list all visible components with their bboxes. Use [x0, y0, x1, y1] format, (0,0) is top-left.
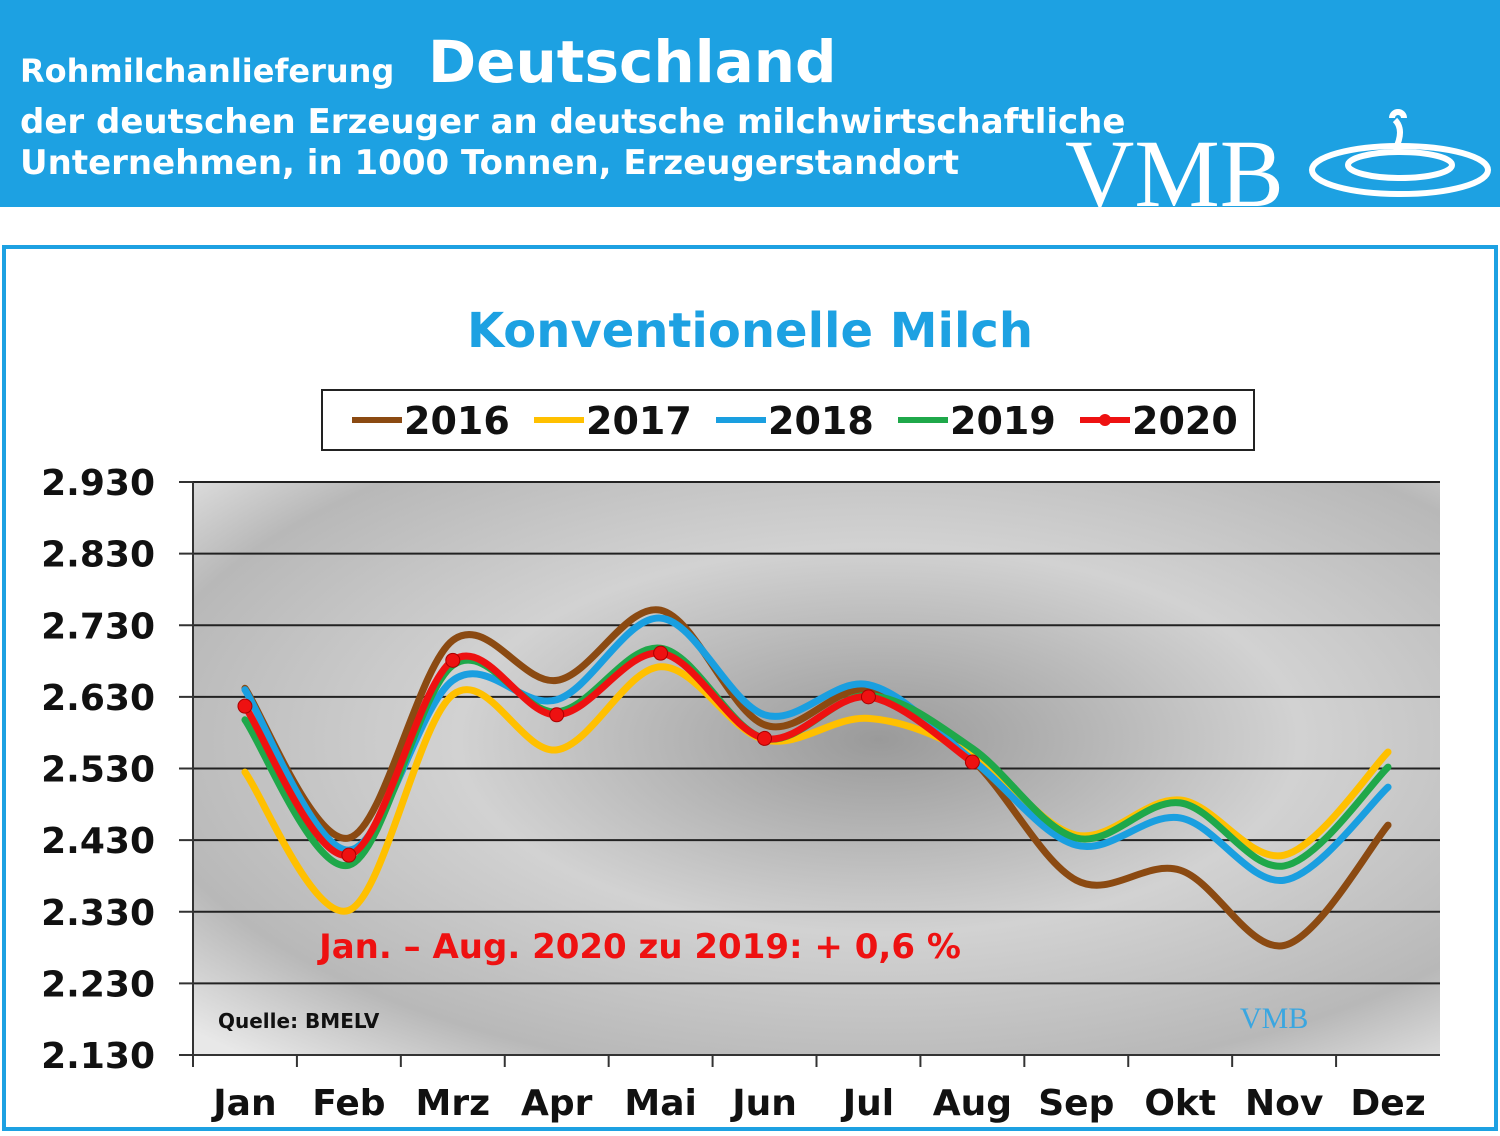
x-tick-label: Okt	[1144, 1083, 1216, 1124]
legend-label: 2017	[586, 399, 692, 443]
series-marker	[341, 847, 357, 863]
legend-label: 2018	[768, 399, 874, 443]
x-tick-label: Dez	[1350, 1083, 1425, 1124]
chart-title: Konventionelle Milch	[467, 303, 1033, 359]
series-marker	[445, 652, 461, 668]
source-note: Quelle: BMELV	[218, 1009, 380, 1033]
x-tick-label: Aug	[933, 1083, 1012, 1124]
x-tick-label: Nov	[1245, 1083, 1323, 1124]
legend-marker	[1099, 414, 1111, 426]
series-marker	[549, 707, 565, 723]
y-tick-label: 2.630	[41, 678, 155, 719]
series-marker	[860, 689, 876, 705]
x-tick-label: Mrz	[416, 1083, 491, 1124]
series-marker	[964, 754, 980, 770]
x-tick-label: Apr	[521, 1083, 593, 1124]
legend-label: 2016	[404, 399, 510, 443]
x-tick-label: Sep	[1038, 1083, 1114, 1124]
x-tick-label: Jul	[840, 1083, 894, 1124]
annotation: Jan. – Aug. 2020 zu 2019: + 0,6 %	[317, 927, 961, 967]
header-logo: VMB	[1065, 120, 1284, 227]
y-tick-label: 2.430	[41, 821, 155, 862]
header-big-title: Deutschland	[428, 28, 837, 96]
header-line: Unternehmen, in 1000 Tonnen, Erzeugersta…	[20, 143, 959, 183]
header-small-title: Rohmilchanlieferung	[20, 52, 394, 90]
y-tick-label: 2.730	[41, 606, 155, 647]
header-line: der deutschen Erzeuger an deutsche milch…	[20, 102, 1125, 142]
x-tick-label: Jun	[729, 1083, 797, 1124]
y-tick-label: 2.130	[41, 1036, 155, 1077]
legend-label: 2020	[1132, 399, 1238, 443]
series-marker	[757, 730, 773, 746]
x-tick-label: Mai	[624, 1083, 696, 1124]
series-marker	[653, 645, 669, 661]
watermark: VMB	[1240, 1002, 1308, 1035]
y-tick-label: 2.530	[41, 750, 155, 791]
y-tick-label: 2.230	[41, 964, 155, 1005]
series-marker	[237, 698, 253, 714]
x-tick-label: Feb	[312, 1083, 385, 1124]
header-band	[0, 0, 1500, 207]
y-tick-label: 2.930	[41, 463, 155, 504]
series-line	[241, 606, 1392, 950]
y-tick-label: 2.830	[41, 535, 155, 576]
x-tick-label: Jan	[210, 1083, 276, 1124]
logo-swirl	[1309, 109, 1491, 197]
y-tick-label: 2.330	[41, 893, 155, 934]
legend-label: 2019	[950, 399, 1056, 443]
